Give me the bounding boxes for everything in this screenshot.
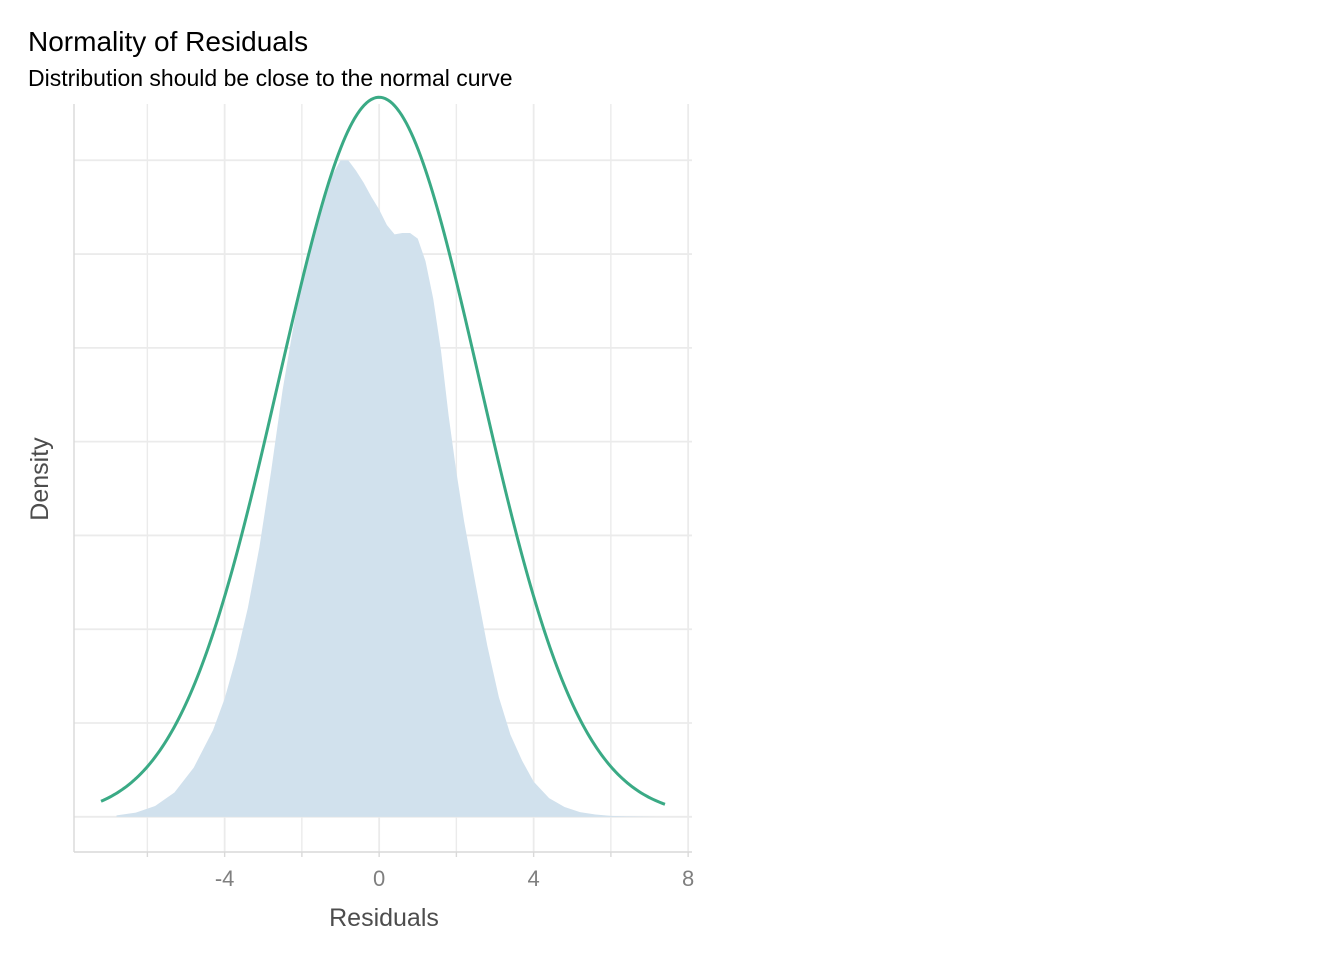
x-tick-label: 8 <box>682 866 694 891</box>
x-axis-title: Residuals <box>329 904 439 932</box>
y-axis-title: Density <box>26 437 54 521</box>
x-tick-label: -4 <box>215 866 235 891</box>
normal-curve-line <box>100 95 666 806</box>
density-area <box>116 160 658 817</box>
chart-title: Normality of Residuals <box>28 26 308 57</box>
x-tick-labels: -4 0 4 8 <box>146 852 694 891</box>
chart-subtitle: Distribution should be close to the norm… <box>28 65 513 91</box>
x-tick-label: 4 <box>528 866 540 891</box>
x-tick-label: 0 <box>373 866 385 891</box>
